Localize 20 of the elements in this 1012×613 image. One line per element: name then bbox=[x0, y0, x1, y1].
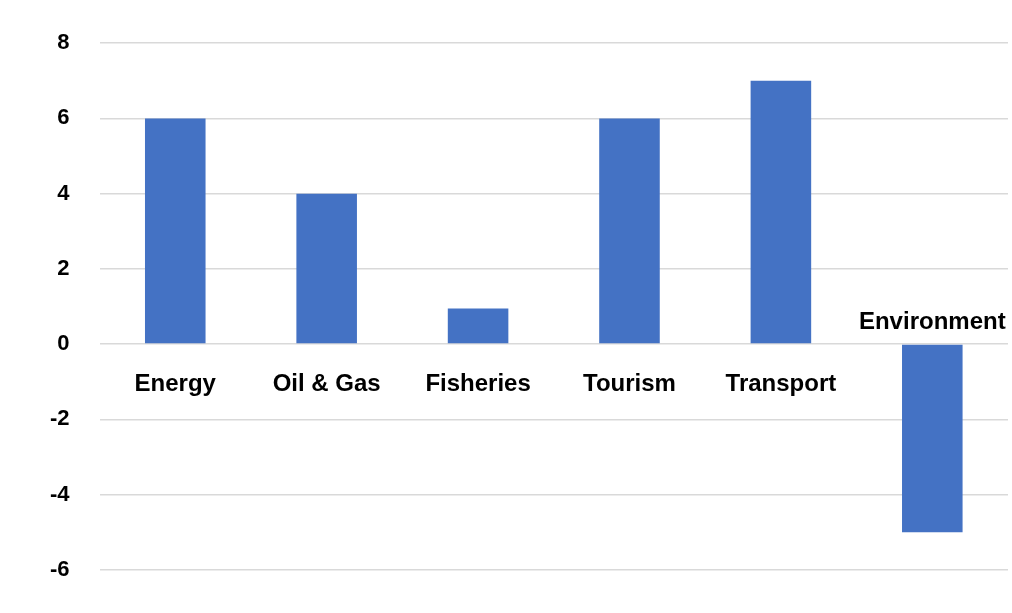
y-tick-label: -6 bbox=[50, 555, 70, 581]
bar bbox=[902, 344, 963, 533]
x-tick-label: Oil & Gas bbox=[272, 368, 381, 396]
bar bbox=[447, 308, 509, 344]
x-tick-label: Transport bbox=[725, 368, 837, 396]
bar bbox=[599, 118, 660, 344]
bar bbox=[296, 193, 357, 344]
y-tick-label: 0 bbox=[57, 330, 70, 356]
y-tick-label: 6 bbox=[57, 104, 70, 130]
bar bbox=[750, 80, 812, 344]
x-tick-label: Tourism bbox=[583, 368, 676, 396]
x-tick-label: Environment bbox=[858, 306, 1006, 334]
y-tick-label: -2 bbox=[50, 405, 70, 431]
y-tick-label: 2 bbox=[57, 254, 70, 280]
y-tick-label: 8 bbox=[57, 29, 70, 55]
x-tick-label: Fisheries bbox=[425, 368, 531, 396]
y-tick-label: -4 bbox=[50, 480, 71, 506]
y-tick-label: 4 bbox=[57, 179, 71, 205]
bar bbox=[144, 118, 206, 344]
x-tick-label: Energy bbox=[134, 368, 217, 396]
